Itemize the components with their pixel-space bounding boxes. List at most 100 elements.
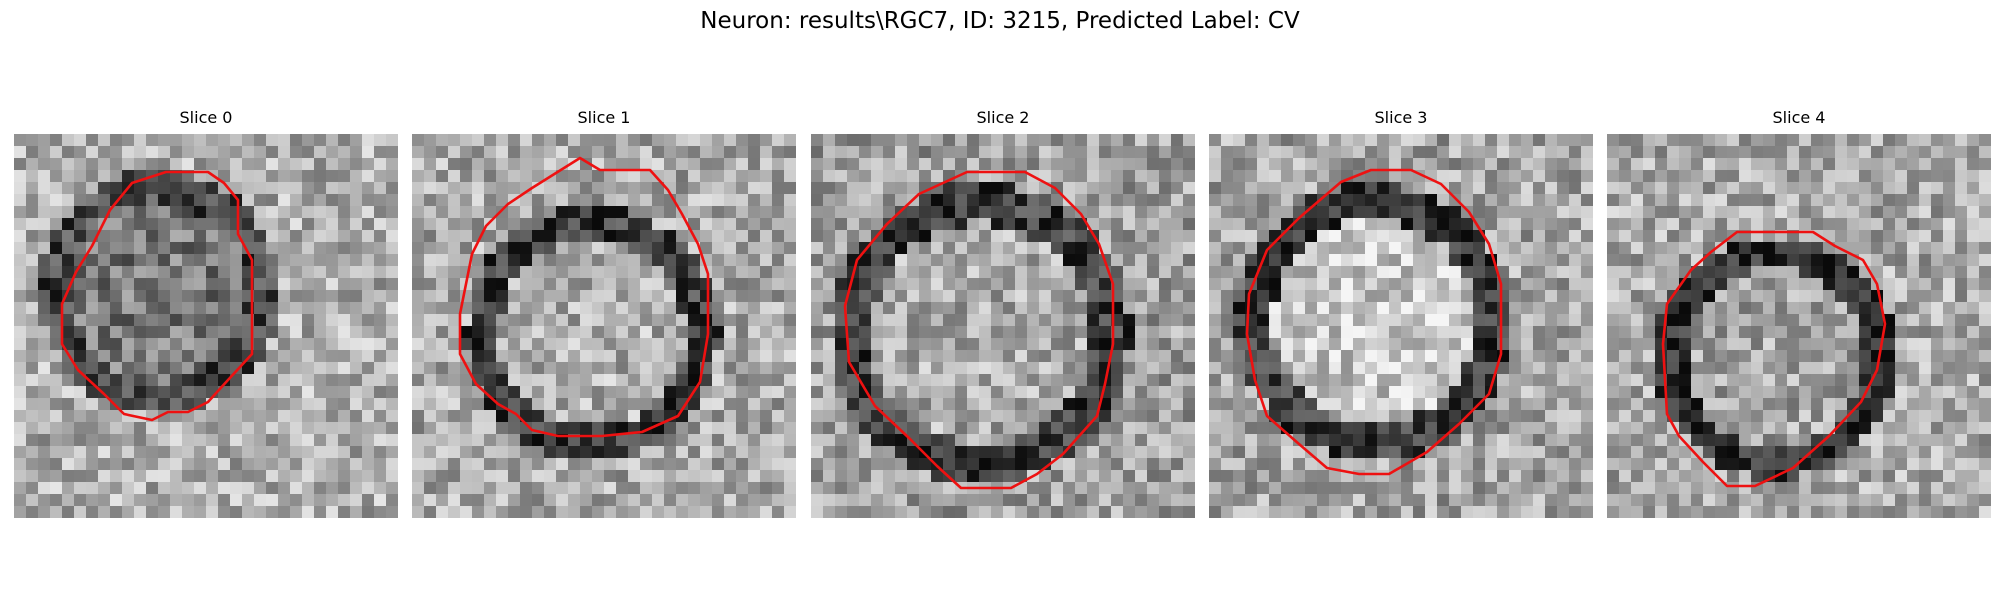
- pixel-tile: [98, 446, 110, 458]
- pixel-tile: [835, 458, 847, 470]
- pixel-tile: [14, 374, 26, 386]
- pixel-tile: [472, 326, 484, 338]
- pixel-tile: [1569, 194, 1581, 206]
- pixel-tile: [1135, 158, 1147, 170]
- pixel-tile: [1135, 290, 1147, 302]
- pixel-tile: [955, 194, 967, 206]
- pixel-tile: [1329, 434, 1341, 446]
- pixel-tile: [1087, 446, 1099, 458]
- pixel-tile: [1955, 338, 1967, 350]
- pixel-tile: [218, 434, 230, 446]
- pixel-tile: [230, 170, 242, 182]
- pixel-tile: [206, 146, 218, 158]
- pixel-tile: [350, 206, 362, 218]
- pixel-tile: [1281, 338, 1293, 350]
- pixel-tile: [1437, 206, 1449, 218]
- pixel-tile: [640, 242, 652, 254]
- pixel-tile: [1619, 170, 1631, 182]
- pixel-tile: [1233, 242, 1245, 254]
- pixel-tile: [62, 494, 74, 506]
- pixel-tile: [1727, 254, 1739, 266]
- pixel-tile: [811, 374, 823, 386]
- pixel-tile: [955, 278, 967, 290]
- pixel-tile: [206, 446, 218, 458]
- pixel-tile: [230, 446, 242, 458]
- pixel-tile: [146, 158, 158, 170]
- pixel-tile: [1919, 242, 1931, 254]
- pixel-tile: [1027, 410, 1039, 422]
- pixel-tile: [1643, 398, 1655, 410]
- pixel-tile: [1907, 350, 1919, 362]
- pixel-tile: [943, 314, 955, 326]
- pixel-tile: [254, 254, 266, 266]
- pixel-tile: [1545, 458, 1557, 470]
- pixel-tile: [592, 398, 604, 410]
- pixel-tile: [350, 386, 362, 398]
- pixel-tile: [580, 374, 592, 386]
- pixel-tile: [712, 362, 724, 374]
- pixel-tile: [350, 134, 362, 146]
- pixel-tile: [871, 326, 883, 338]
- pixel-tile: [278, 458, 290, 470]
- pixel-tile: [1305, 278, 1317, 290]
- pixel-tile: [907, 398, 919, 410]
- pixel-tile: [1221, 338, 1233, 350]
- pixel-tile: [652, 398, 664, 410]
- pixel-tile: [1509, 446, 1521, 458]
- pixel-tile: [847, 506, 859, 518]
- pixel-tile: [1581, 302, 1593, 314]
- pixel-tile: [412, 290, 424, 302]
- pixel-tile: [1087, 206, 1099, 218]
- pixel-tile: [182, 218, 194, 230]
- pixel-tile: [1811, 326, 1823, 338]
- pixel-tile: [362, 386, 374, 398]
- pixel-tile: [1135, 350, 1147, 362]
- pixel-tile: [1063, 302, 1075, 314]
- pixel-tile: [386, 506, 398, 518]
- pixel-tile: [895, 170, 907, 182]
- pixel-tile: [1859, 206, 1871, 218]
- pixel-tile: [170, 278, 182, 290]
- pixel-tile: [1317, 374, 1329, 386]
- pixel-tile: [1099, 302, 1111, 314]
- pixel-tile: [1943, 338, 1955, 350]
- pixel-tile: [38, 398, 50, 410]
- pixel-tile: [62, 206, 74, 218]
- pixel-tile: [98, 266, 110, 278]
- pixel-tile: [146, 362, 158, 374]
- pixel-tile: [290, 338, 302, 350]
- pixel-tile: [412, 386, 424, 398]
- pixel-tile: [895, 134, 907, 146]
- pixel-tile: [1123, 506, 1135, 518]
- pixel-tile: [278, 350, 290, 362]
- pixel-tile: [86, 134, 98, 146]
- pixel-tile: [1293, 422, 1305, 434]
- pixel-tile: [859, 170, 871, 182]
- pixel-tile: [847, 170, 859, 182]
- pixel-tile: [484, 254, 496, 266]
- pixel-tile: [1269, 242, 1281, 254]
- pixel-tile: [1497, 134, 1509, 146]
- pixel-tile: [1171, 194, 1183, 206]
- pixel-tile: [1209, 158, 1221, 170]
- pixel-tile: [1365, 278, 1377, 290]
- pixel-tile: [991, 410, 1003, 422]
- pixel-tile: [1497, 302, 1509, 314]
- pixel-tile: [50, 242, 62, 254]
- pixel-tile: [1715, 350, 1727, 362]
- pixel-tile: [362, 470, 374, 482]
- pixel-tile: [1135, 146, 1147, 158]
- pixel-tile: [616, 458, 628, 470]
- pixel-tile: [436, 230, 448, 242]
- pixel-tile: [1763, 182, 1775, 194]
- pixel-tile: [1643, 458, 1655, 470]
- pixel-tile: [895, 362, 907, 374]
- pixel-tile: [508, 314, 520, 326]
- pixel-tile: [146, 506, 158, 518]
- pixel-tile: [1967, 398, 1979, 410]
- pixel-tile: [1437, 446, 1449, 458]
- pixel-tile: [326, 470, 338, 482]
- pixel-tile: [38, 374, 50, 386]
- pixel-tile: [1051, 398, 1063, 410]
- pixel-tile: [122, 506, 134, 518]
